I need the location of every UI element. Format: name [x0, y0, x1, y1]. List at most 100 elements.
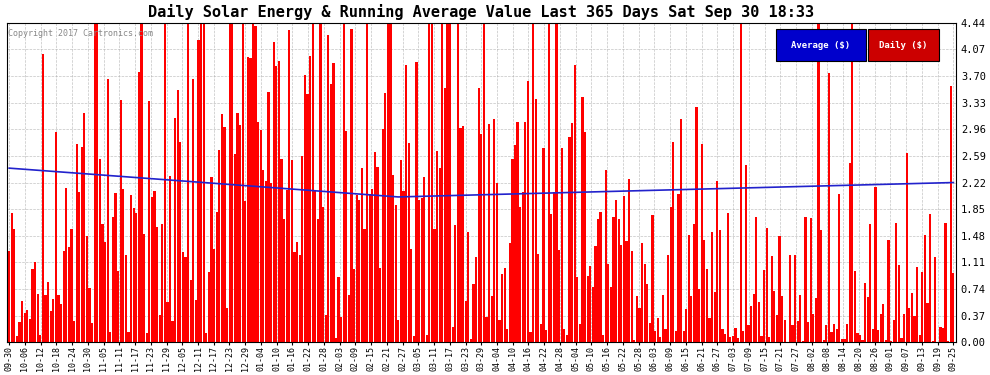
Text: Copyright 2017 Cartronics.com: Copyright 2017 Cartronics.com: [8, 29, 152, 38]
Bar: [42, 54, 44, 342]
Bar: [400, 160, 402, 342]
Bar: [426, 335, 428, 342]
Bar: [280, 159, 282, 342]
Bar: [62, 251, 64, 342]
Bar: [143, 234, 146, 342]
Bar: [496, 183, 498, 342]
Bar: [757, 302, 760, 342]
Bar: [355, 195, 357, 342]
Bar: [893, 320, 895, 342]
Bar: [659, 337, 661, 342]
Bar: [99, 159, 101, 342]
Bar: [96, 23, 98, 342]
Bar: [45, 295, 47, 342]
Bar: [485, 317, 487, 342]
Bar: [845, 324, 848, 342]
Bar: [301, 156, 303, 342]
Bar: [732, 336, 734, 342]
Bar: [935, 256, 937, 342]
Bar: [560, 148, 562, 342]
Bar: [656, 318, 658, 342]
Bar: [636, 297, 638, 342]
Bar: [848, 163, 850, 342]
Bar: [722, 329, 724, 342]
Bar: [37, 294, 39, 342]
Bar: [628, 178, 631, 342]
Bar: [442, 23, 444, 342]
Bar: [631, 251, 633, 342]
Bar: [330, 84, 332, 342]
Bar: [459, 128, 461, 342]
Bar: [283, 219, 285, 342]
Bar: [234, 154, 236, 342]
Bar: [768, 337, 770, 342]
Bar: [737, 339, 740, 342]
Bar: [462, 126, 464, 342]
Bar: [605, 170, 607, 342]
Bar: [444, 88, 446, 342]
Bar: [338, 277, 340, 342]
Bar: [408, 143, 410, 342]
Bar: [634, 339, 636, 342]
Bar: [257, 122, 259, 342]
Bar: [504, 268, 506, 342]
Bar: [368, 194, 371, 342]
Bar: [828, 73, 830, 342]
Bar: [216, 212, 218, 342]
Bar: [231, 23, 234, 342]
Bar: [856, 333, 858, 342]
Bar: [179, 142, 181, 342]
Bar: [275, 66, 277, 342]
Bar: [498, 320, 501, 342]
Bar: [346, 131, 347, 342]
Bar: [836, 328, 838, 342]
Bar: [397, 320, 399, 342]
Bar: [545, 330, 547, 342]
Bar: [299, 255, 301, 342]
Bar: [740, 23, 742, 342]
Bar: [747, 326, 749, 342]
Bar: [716, 180, 719, 342]
Bar: [914, 316, 916, 342]
Bar: [218, 150, 221, 342]
Bar: [67, 248, 70, 342]
Bar: [52, 298, 54, 342]
Bar: [13, 230, 16, 342]
Bar: [314, 190, 317, 342]
Bar: [360, 168, 363, 342]
Bar: [573, 64, 576, 342]
Bar: [812, 314, 815, 342]
Bar: [941, 328, 944, 342]
Bar: [176, 90, 179, 342]
Bar: [885, 340, 887, 342]
Bar: [869, 224, 871, 342]
Bar: [586, 276, 589, 342]
Bar: [109, 332, 112, 342]
Bar: [690, 297, 692, 342]
Bar: [47, 282, 50, 342]
Bar: [744, 165, 747, 342]
FancyBboxPatch shape: [775, 29, 866, 61]
Bar: [320, 23, 322, 342]
Bar: [547, 23, 549, 342]
Bar: [436, 151, 439, 342]
Bar: [527, 81, 529, 342]
Bar: [810, 217, 812, 342]
Bar: [249, 58, 251, 342]
Bar: [853, 272, 856, 342]
Bar: [136, 213, 138, 342]
Bar: [919, 334, 921, 342]
Bar: [781, 296, 783, 342]
Bar: [389, 23, 392, 342]
Bar: [880, 314, 882, 342]
Bar: [543, 148, 545, 342]
Bar: [259, 130, 262, 342]
Bar: [872, 329, 874, 342]
Bar: [213, 249, 215, 342]
Bar: [272, 42, 275, 342]
Bar: [75, 144, 77, 342]
Bar: [538, 255, 540, 342]
Bar: [410, 249, 413, 342]
Bar: [709, 318, 711, 342]
Bar: [639, 308, 641, 342]
